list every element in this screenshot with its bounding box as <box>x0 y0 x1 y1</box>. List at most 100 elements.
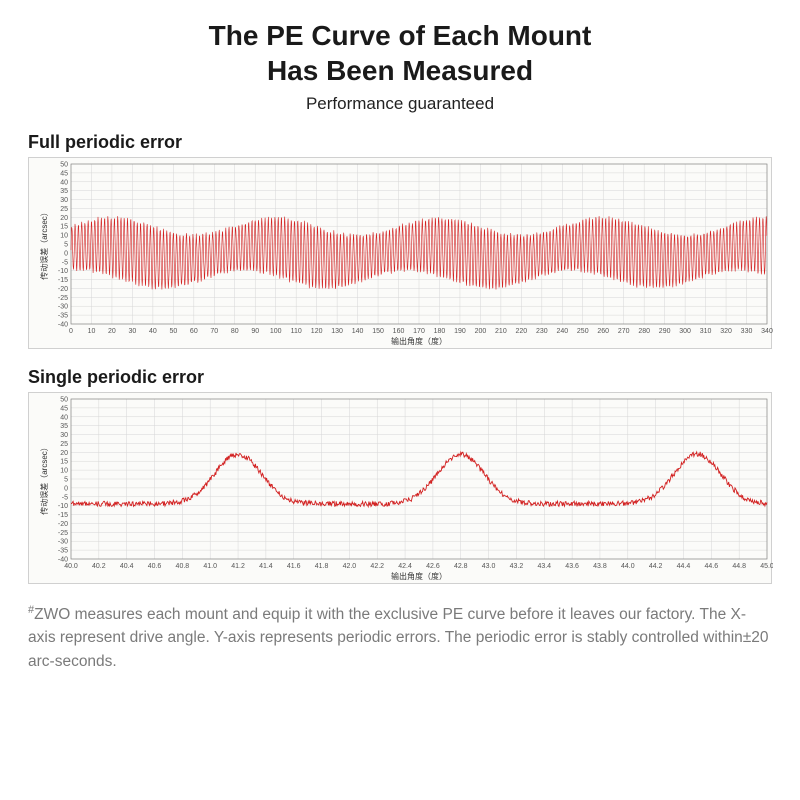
svg-text:250: 250 <box>577 328 589 335</box>
svg-text:-25: -25 <box>58 295 68 302</box>
svg-text:43.2: 43.2 <box>510 563 524 570</box>
svg-text:-20: -20 <box>58 521 68 528</box>
svg-text:-10: -10 <box>58 503 68 510</box>
svg-text:40: 40 <box>149 328 157 335</box>
chart2-container: -40-35-30-25-20-15-10-505101520253035404… <box>28 392 772 584</box>
svg-text:15: 15 <box>60 459 68 466</box>
svg-text:20: 20 <box>60 215 68 222</box>
footnote: #ZWO measures each mount and equip it wi… <box>28 602 772 673</box>
svg-text:270: 270 <box>618 328 630 335</box>
svg-text:280: 280 <box>638 328 650 335</box>
svg-text:-20: -20 <box>58 286 68 293</box>
svg-text:90: 90 <box>251 328 259 335</box>
svg-text:170: 170 <box>413 328 425 335</box>
svg-text:290: 290 <box>659 328 671 335</box>
svg-text:42.8: 42.8 <box>454 563 468 570</box>
svg-text:0: 0 <box>69 328 73 335</box>
svg-text:43.8: 43.8 <box>593 563 607 570</box>
svg-text:210: 210 <box>495 328 507 335</box>
chart2-label: Single periodic error <box>28 367 772 388</box>
svg-text:44.2: 44.2 <box>649 563 663 570</box>
svg-text:0: 0 <box>64 250 68 257</box>
svg-text:70: 70 <box>210 328 218 335</box>
svg-text:310: 310 <box>700 328 712 335</box>
svg-text:10: 10 <box>88 328 96 335</box>
chart1-label: Full periodic error <box>28 132 772 153</box>
svg-text:230: 230 <box>536 328 548 335</box>
svg-text:44.8: 44.8 <box>732 563 746 570</box>
svg-text:40.8: 40.8 <box>176 563 190 570</box>
svg-text:传动误差（arcsec）: 传动误差（arcsec） <box>39 443 49 515</box>
svg-text:15: 15 <box>60 224 68 231</box>
svg-text:50: 50 <box>169 328 177 335</box>
svg-text:40.2: 40.2 <box>92 563 106 570</box>
svg-text:41.0: 41.0 <box>203 563 217 570</box>
svg-text:100: 100 <box>270 328 282 335</box>
svg-text:340: 340 <box>761 328 773 335</box>
svg-text:80: 80 <box>231 328 239 335</box>
svg-text:40.6: 40.6 <box>148 563 162 570</box>
svg-text:-10: -10 <box>58 268 68 275</box>
svg-text:43.0: 43.0 <box>482 563 496 570</box>
chart2-svg: -40-35-30-25-20-15-10-505101520253035404… <box>29 393 773 583</box>
svg-text:输出角度（度）: 输出角度（度） <box>391 571 447 581</box>
svg-text:40.0: 40.0 <box>64 563 78 570</box>
svg-text:50: 50 <box>60 162 68 169</box>
svg-text:42.2: 42.2 <box>370 563 384 570</box>
svg-text:20: 20 <box>60 450 68 457</box>
svg-text:41.2: 41.2 <box>231 563 245 570</box>
svg-text:220: 220 <box>516 328 528 335</box>
svg-text:25: 25 <box>60 206 68 213</box>
svg-text:10: 10 <box>60 468 68 475</box>
svg-text:40: 40 <box>60 179 68 186</box>
footnote-text: ZWO measures each mount and equip it wit… <box>28 606 769 670</box>
svg-text:41.8: 41.8 <box>315 563 329 570</box>
svg-text:-30: -30 <box>58 539 68 546</box>
svg-text:190: 190 <box>454 328 466 335</box>
svg-text:40.4: 40.4 <box>120 563 134 570</box>
svg-text:30: 30 <box>60 432 68 439</box>
svg-text:35: 35 <box>60 423 68 430</box>
svg-text:30: 30 <box>129 328 137 335</box>
svg-text:60: 60 <box>190 328 198 335</box>
svg-text:41.4: 41.4 <box>259 563 273 570</box>
page-subtitle: Performance guaranteed <box>28 94 772 114</box>
svg-text:43.6: 43.6 <box>565 563 579 570</box>
svg-text:42.0: 42.0 <box>343 563 357 570</box>
svg-text:44.6: 44.6 <box>705 563 719 570</box>
svg-text:5: 5 <box>64 242 68 249</box>
svg-text:-5: -5 <box>62 494 68 501</box>
svg-text:44.4: 44.4 <box>677 563 691 570</box>
svg-text:130: 130 <box>331 328 343 335</box>
svg-text:45: 45 <box>60 405 68 412</box>
svg-text:44.0: 44.0 <box>621 563 635 570</box>
svg-text:50: 50 <box>60 397 68 404</box>
svg-text:45: 45 <box>60 170 68 177</box>
svg-text:260: 260 <box>597 328 609 335</box>
svg-text:45.0: 45.0 <box>760 563 773 570</box>
svg-text:200: 200 <box>475 328 487 335</box>
svg-text:41.6: 41.6 <box>287 563 301 570</box>
svg-text:-25: -25 <box>58 530 68 537</box>
svg-text:-35: -35 <box>58 548 68 555</box>
svg-text:-15: -15 <box>58 277 68 284</box>
svg-text:150: 150 <box>372 328 384 335</box>
svg-text:300: 300 <box>679 328 691 335</box>
svg-text:-35: -35 <box>58 313 68 320</box>
svg-text:-15: -15 <box>58 512 68 519</box>
svg-text:10: 10 <box>60 233 68 240</box>
chart1-svg: -40-35-30-25-20-15-10-505101520253035404… <box>29 158 773 348</box>
title-line-1: The PE Curve of Each Mount <box>209 20 592 51</box>
svg-text:传动误差（arcsec）: 传动误差（arcsec） <box>39 208 49 280</box>
svg-text:330: 330 <box>741 328 753 335</box>
title-line-2: Has Been Measured <box>267 55 533 86</box>
svg-text:输出角度（度）: 输出角度（度） <box>391 336 447 346</box>
svg-text:25: 25 <box>60 441 68 448</box>
svg-text:110: 110 <box>291 328 302 335</box>
svg-text:35: 35 <box>60 188 68 195</box>
svg-text:320: 320 <box>720 328 732 335</box>
svg-text:43.4: 43.4 <box>537 563 551 570</box>
svg-text:0: 0 <box>64 485 68 492</box>
svg-text:5: 5 <box>64 477 68 484</box>
chart1-container: -40-35-30-25-20-15-10-505101520253035404… <box>28 157 772 349</box>
